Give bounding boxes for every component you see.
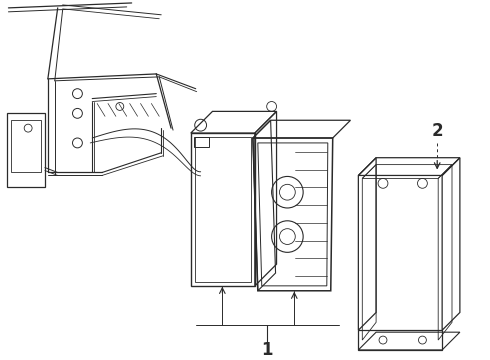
Text: 1: 1 <box>261 341 272 359</box>
Text: 2: 2 <box>431 122 443 140</box>
